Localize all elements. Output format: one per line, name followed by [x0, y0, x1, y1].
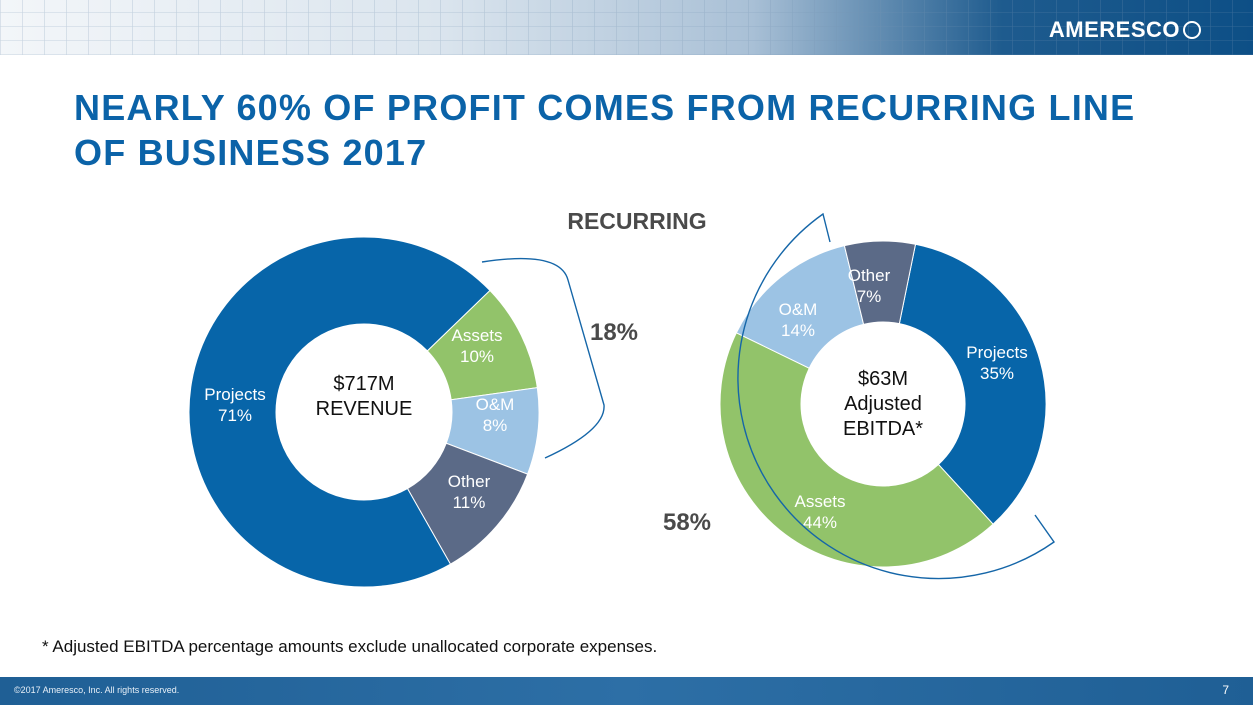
company-logo: AMERESCO — [1049, 17, 1201, 43]
chart2-center-label: EBITDA* — [843, 418, 923, 440]
bracket-18-label: 18% — [590, 319, 638, 346]
chart2-slice-assets — [719, 332, 994, 568]
chart1-slice-projects — [188, 236, 491, 588]
bracket-58-line — [737, 212, 1055, 580]
chart2-value-assets: 44% — [803, 513, 837, 532]
copyright-text: ©2017 Ameresco, Inc. All rights reserved… — [14, 685, 180, 695]
page-title: NEARLY 60% OF PROFIT COMES FROM RECURRIN… — [74, 87, 1136, 173]
chart2-slice-other — [843, 240, 917, 325]
chart2-label-assets: Assets — [794, 492, 845, 511]
chart1-value-other: 11% — [453, 493, 486, 512]
chart1-label-other: Other — [448, 472, 491, 491]
banner-pattern — [0, 0, 1253, 55]
chart2-slice-projects — [898, 243, 1047, 525]
bracket-18-line — [481, 257, 605, 459]
chart1-value-om: 8% — [483, 416, 508, 435]
chart2-value-projects: 35% — [980, 364, 1014, 383]
chart1-label-assets: Assets — [451, 326, 502, 345]
chart2-label-projects: Projects — [966, 343, 1027, 362]
chart1-label-om: O&M — [476, 395, 515, 414]
bracket-58-label: 58% — [663, 509, 711, 536]
chart2-value-other: 7% — [857, 287, 882, 306]
page-number: 7 — [1222, 683, 1229, 697]
chart2-label-other: Other — [848, 266, 891, 285]
footnote: * Adjusted EBITDA percentage amounts exc… — [42, 637, 658, 656]
chart2-label-om: O&M — [779, 300, 818, 319]
chart2-value-om: 14% — [781, 321, 815, 340]
chart1-value-assets: 10% — [460, 347, 494, 366]
footer-bar: ©2017 Ameresco, Inc. All rights reserved… — [0, 677, 1253, 705]
logo-text: AMERESCO — [1048, 17, 1180, 42]
header-banner: AMERESCO — [0, 0, 1253, 55]
logo-globe-icon — [1183, 21, 1201, 39]
chart1-label-projects: Projects — [204, 385, 265, 404]
recurring-label: RECURRING — [567, 208, 706, 234]
chart1-value-projects: 71% — [218, 406, 252, 425]
chart2-center-label: Adjusted — [844, 393, 922, 415]
chart2-center-label: $63M — [858, 368, 908, 390]
chart1-center-label: $717M — [333, 373, 394, 395]
chart1-center-label: REVENUE — [316, 398, 413, 420]
